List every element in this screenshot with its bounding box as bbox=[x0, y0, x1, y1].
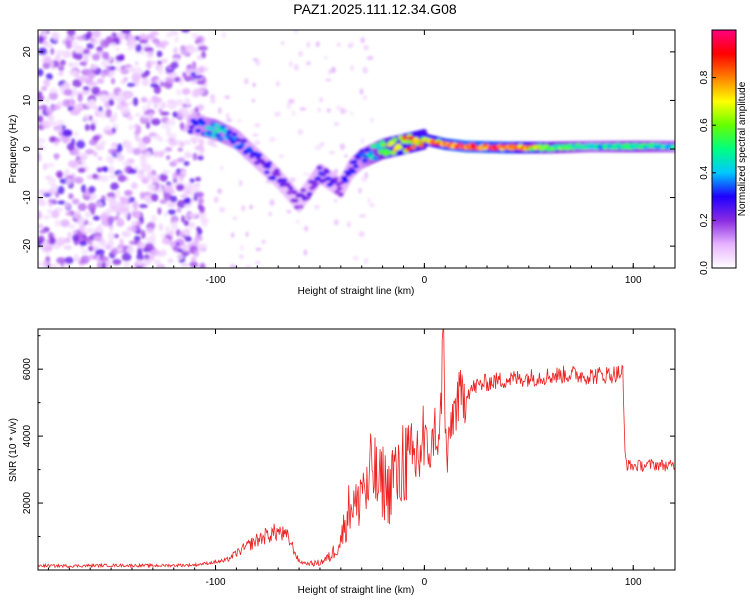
snr-y-label: SNR (10 * v/v) bbox=[8, 418, 19, 482]
snr-ticks: -100 0 100 2000 4000 6000 bbox=[22, 329, 676, 588]
snr-panel: -100 0 100 2000 4000 6000 Height of straight … bbox=[8, 328, 676, 596]
colorbar-tick-label: 0.2 bbox=[699, 213, 710, 227]
colorbar-tick-label: 0.0 bbox=[699, 261, 710, 275]
colorbar-ticks: 0.0 0.2 0.4 0.6 0.8 bbox=[699, 70, 716, 275]
spectrogram-x-tick-label: 0 bbox=[422, 275, 428, 286]
snr-series-line bbox=[38, 329, 675, 569]
colorbar-tick-label: 0.8 bbox=[699, 70, 710, 84]
snr-x-tick-label: 0 bbox=[422, 577, 428, 588]
chart-title: PAZ1.2025.111.12.34.G08 bbox=[293, 1, 457, 17]
snr-x-label: Height of straight line (km) bbox=[298, 585, 415, 596]
spectrogram-x-tick-label: -100 bbox=[206, 275, 226, 286]
colorbar-label: Normalized spectral amplitude bbox=[737, 81, 748, 216]
heatmap-layer bbox=[38, 30, 675, 268]
spectrogram-y-tick-label: -20 bbox=[22, 238, 33, 253]
spectrogram-y-label: Frequency (Hz) bbox=[8, 115, 19, 184]
colorbar-tick-label: 0.4 bbox=[699, 165, 710, 179]
spectrogram-y-tick-label: -10 bbox=[22, 190, 33, 205]
colorbar-bar bbox=[711, 29, 737, 269]
colorbar-tick-label: 0.6 bbox=[699, 118, 710, 132]
spectrogram-y-tick-label: 10 bbox=[22, 94, 33, 106]
spectrogram-x-tick-label: 100 bbox=[625, 275, 642, 286]
spectrogram-x-label: Height of straight line (km) bbox=[298, 286, 415, 297]
snr-x-tick-label: 100 bbox=[625, 577, 642, 588]
snr-y-tick-label: 4000 bbox=[22, 425, 33, 448]
spectrogram-y-tick-label: 0 bbox=[22, 146, 33, 152]
snr-y-tick-label: 6000 bbox=[22, 358, 33, 381]
snr-x-tick-label: -100 bbox=[206, 577, 226, 588]
spectrogram-y-tick-label: 20 bbox=[22, 46, 33, 58]
snr-frame bbox=[37, 328, 676, 571]
colorbar: 0.0 0.2 0.4 0.6 0.8 Normalized spectral ampl… bbox=[699, 29, 748, 275]
snr-y-tick-label: 2000 bbox=[22, 491, 33, 514]
